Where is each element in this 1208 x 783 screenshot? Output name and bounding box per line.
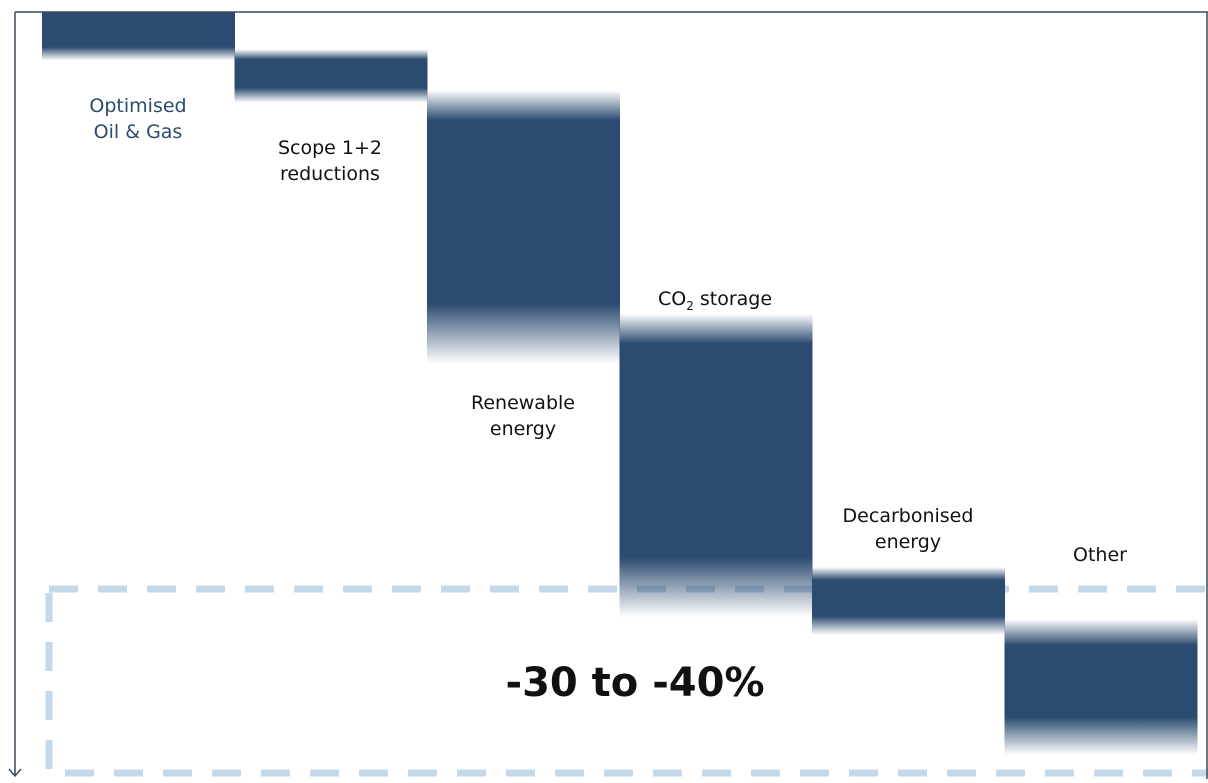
bar-scope-1-2-reductions xyxy=(234,39,428,103)
bar-renewable-energy xyxy=(427,60,620,364)
bar-other xyxy=(1004,593,1198,755)
down-arrow-icon xyxy=(8,768,22,778)
label-decarbonised-energy: Decarbonised energy xyxy=(842,505,974,553)
label-other: Other xyxy=(1073,544,1127,566)
label-co2-storage: CO2 storage xyxy=(657,288,773,313)
label-optimised-oil-gas: Optimised Oil & Gas xyxy=(89,95,187,143)
bar-decarbonised-energy xyxy=(812,553,1005,635)
bar-optimised-oil-gas xyxy=(42,12,235,61)
bar-co2-storage xyxy=(619,283,813,618)
label-renewable-energy: Renewable energy xyxy=(471,392,575,440)
target-range-label: -30 to -40% xyxy=(505,660,765,706)
label-scope-1-2-reductions: Scope 1+2 reductions xyxy=(277,137,383,185)
